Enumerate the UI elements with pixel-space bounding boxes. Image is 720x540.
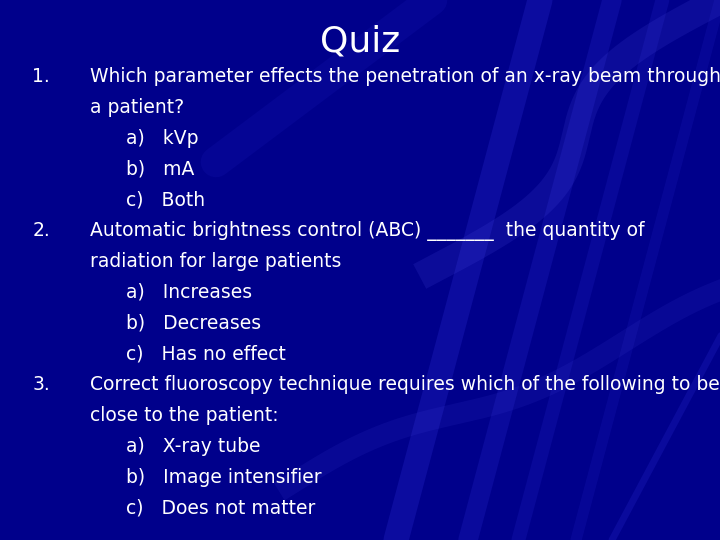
Text: a)   Increases: a) Increases bbox=[126, 283, 252, 302]
Text: a)   kVp: a) kVp bbox=[126, 129, 199, 148]
Text: 2.: 2. bbox=[32, 221, 50, 240]
Text: 3.: 3. bbox=[32, 375, 50, 394]
Text: b)   Decreases: b) Decreases bbox=[126, 314, 261, 333]
Text: a patient?: a patient? bbox=[90, 98, 184, 117]
Text: 1.: 1. bbox=[32, 68, 50, 86]
Text: Automatic brightness control (ABC) _______  the quantity of: Automatic brightness control (ABC) _____… bbox=[90, 221, 644, 241]
Text: Correct fluoroscopy technique requires which of the following to be: Correct fluoroscopy technique requires w… bbox=[90, 375, 720, 394]
Text: Which parameter effects the penetration of an x-ray beam through: Which parameter effects the penetration … bbox=[90, 68, 720, 86]
Text: c)   Has no effect: c) Has no effect bbox=[126, 345, 286, 363]
Text: b)   mA: b) mA bbox=[126, 160, 194, 179]
Text: radiation for large patients: radiation for large patients bbox=[90, 252, 341, 271]
Text: b)   Image intensifier: b) Image intensifier bbox=[126, 468, 322, 487]
Text: c)   Does not matter: c) Does not matter bbox=[126, 498, 315, 517]
Text: close to the patient:: close to the patient: bbox=[90, 406, 279, 425]
Text: Quiz: Quiz bbox=[320, 24, 400, 58]
Text: a)   X-ray tube: a) X-ray tube bbox=[126, 437, 261, 456]
Text: c)   Both: c) Both bbox=[126, 191, 205, 210]
